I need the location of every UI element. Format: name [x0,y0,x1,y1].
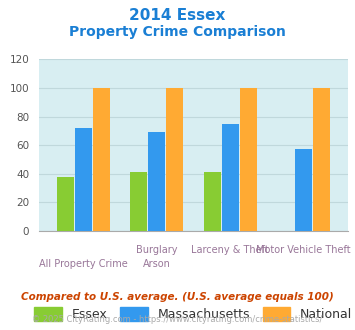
Bar [57,177,73,231]
Bar [313,88,330,231]
Bar [240,88,257,231]
Text: Compared to U.S. average. (U.S. average equals 100): Compared to U.S. average. (U.S. average … [21,292,334,302]
Text: Larceny & Theft: Larceny & Theft [191,245,269,255]
Text: Burglary: Burglary [136,245,178,255]
Bar [130,172,147,231]
Text: Motor Vehicle Theft: Motor Vehicle Theft [256,245,351,255]
Text: Property Crime Comparison: Property Crime Comparison [69,25,286,39]
Legend: Essex, Massachusetts, National: Essex, Massachusetts, National [29,303,355,326]
Bar [148,132,165,231]
Bar [222,124,239,231]
Text: 2014 Essex: 2014 Essex [129,8,226,23]
Bar [75,128,92,231]
Text: Arson: Arson [143,259,171,269]
Text: All Property Crime: All Property Crime [39,259,127,269]
Bar [295,149,312,231]
Bar [166,88,183,231]
Bar [93,88,110,231]
Text: © 2025 CityRating.com - https://www.cityrating.com/crime-statistics/: © 2025 CityRating.com - https://www.city… [32,315,323,324]
Bar [204,172,221,231]
